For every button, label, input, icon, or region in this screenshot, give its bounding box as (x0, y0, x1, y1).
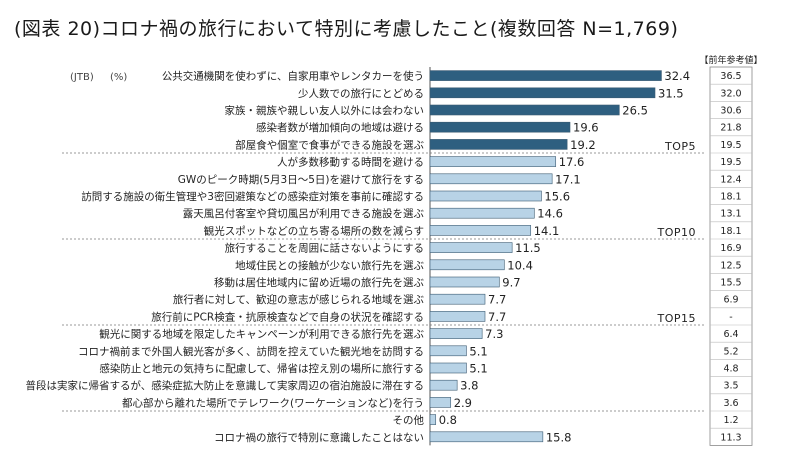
bar (429, 242, 513, 253)
bar (429, 121, 571, 133)
data-label: 0.8 (439, 413, 457, 427)
prev-value: 3.5 (723, 381, 738, 392)
data-label: 15.6 (544, 190, 570, 204)
prev-value: 16.9 (720, 243, 741, 254)
category-label: コロナ禍の旅行で特別に意識したことはない (214, 431, 424, 444)
prev-value: 12.5 (720, 260, 741, 271)
prev-value: 13.1 (720, 209, 741, 220)
prev-value: 12.4 (720, 174, 741, 185)
data-label: 15.8 (546, 430, 572, 444)
bar (429, 345, 467, 357)
category-label: 訪問する施設の衛生管理や3密回避策などの感染症対策を事前に確認する (81, 190, 424, 203)
prev-value: 3.6 (723, 398, 738, 409)
top-marker-label: TOP10 (656, 226, 696, 239)
prev-value: 15.5 (720, 278, 741, 289)
prev-value: 36.5 (720, 71, 741, 82)
category-label: 都心部から離れた場所でテレワーク(ワーケーションなど)を行う (122, 396, 424, 409)
category-label: 旅行前にPCR検査・抗原検査などで自身の状況を確認する (151, 310, 424, 323)
bar (429, 190, 542, 202)
data-label: 5.1 (469, 362, 487, 376)
prev-value: 11.3 (720, 432, 741, 443)
category-label: 公共交通機関を使わずに、自家用車やレンタカーを使う (162, 70, 424, 83)
unit-source-label: (JTB) (70, 72, 94, 83)
category-label: 感染防止と地元の気持ちに配慮して、帰省は控え別の場所に旅行する (99, 362, 424, 375)
category-label: 家族・親族や親しい友人以外には会わない (225, 104, 425, 117)
data-label: 14.6 (537, 207, 563, 221)
bar (429, 207, 535, 219)
data-label: 7.3 (485, 327, 503, 341)
category-label: その他 (393, 414, 425, 427)
data-label: 32.4 (664, 69, 690, 83)
data-label: 2.9 (454, 396, 472, 410)
prev-value: 6.9 (723, 295, 738, 306)
category-label: 部屋食や個室で食事ができる施設を選ぶ (235, 138, 424, 151)
prev-value: 6.4 (723, 329, 738, 340)
bar (429, 259, 505, 271)
bar (429, 311, 486, 322)
chart-title: (図表 20)コロナ禍の旅行において特別に考慮したこと(複数回答 N=1,769… (14, 18, 679, 40)
top-marker-label: TOP15 (656, 312, 696, 325)
category-label: 観光スポットなどの立ち寄る場所の数を減らす (204, 224, 424, 237)
bar (429, 379, 458, 391)
prev-value: 18.1 (720, 226, 741, 237)
data-label: 26.5 (622, 104, 648, 118)
prev-value: 1.2 (723, 415, 738, 426)
bar (429, 397, 452, 408)
data-label: 17.1 (555, 172, 581, 186)
category-label: 観光に関する地域を限定したキャンペーンが利用できる旅行先を選ぶ (99, 328, 424, 341)
category-label: 地域住民との接触が少ない旅行先を選ぶ (235, 259, 424, 272)
bar (429, 173, 553, 185)
data-label: 19.2 (570, 138, 596, 152)
bar (429, 104, 620, 116)
category-label: 移動は居住地域内に留め近場の旅行先を選ぶ (214, 276, 424, 289)
bar (429, 293, 486, 305)
data-label: 11.5 (515, 241, 541, 255)
bar (429, 431, 544, 443)
prev-values-header: 【前年参考値】 (699, 54, 762, 66)
category-label: 普段は実家に帰省するが、感染症拡大防止を意識して実家周辺の宿泊施設に滞在する (26, 379, 424, 392)
data-label: 3.8 (460, 379, 478, 393)
category-label: 旅行者に対して、歓迎の意志が感じられる地域を選ぶ (173, 293, 425, 306)
category-label: 感染者数が増加傾向の地域は避ける (256, 121, 424, 134)
unit-percent-label: (%) (110, 72, 127, 83)
category-label: 旅行することを周囲に話さないようにする (225, 242, 424, 255)
category-label: GWのピーク時期(5月3日～5日)を避けて旅行をする (178, 173, 424, 186)
prev-value: 19.5 (720, 140, 741, 151)
prev-value: 21.8 (720, 123, 741, 134)
prev-value: 5.2 (723, 346, 738, 357)
bar (429, 87, 656, 99)
data-label: 10.4 (507, 258, 533, 272)
data-label: 7.7 (488, 310, 506, 324)
data-label: 9.7 (502, 276, 520, 290)
category-label: コロナ禍前まで外国人観光客が多く、訪問を控えていた観光地を訪問する (78, 345, 424, 358)
prev-value: 18.1 (720, 192, 741, 203)
bar (429, 362, 467, 374)
bar (429, 414, 437, 425)
data-label: 5.1 (469, 344, 487, 358)
category-label: 人が多数移動する時間を避ける (277, 156, 424, 169)
data-label: 14.1 (534, 224, 560, 238)
bar (429, 276, 500, 288)
bar (429, 328, 483, 339)
bar (429, 225, 532, 236)
category-label: 露天風呂付客室や貸切風呂が利用できる施設を選ぶ (183, 207, 425, 220)
prev-value: 30.6 (720, 106, 741, 117)
bar (429, 139, 568, 150)
prev-value: - (729, 312, 732, 323)
data-label: 31.5 (658, 86, 684, 100)
bar (429, 70, 662, 81)
data-label: 17.6 (559, 155, 585, 169)
bar (429, 156, 557, 167)
top-marker-label: TOP5 (664, 140, 696, 153)
prev-value: 32.0 (720, 88, 741, 99)
prev-value: 4.8 (723, 364, 738, 375)
category-label: 少人数での旅行にとどめる (298, 87, 424, 100)
data-label: 19.6 (573, 121, 599, 135)
prev-value: 19.5 (720, 157, 741, 168)
data-label: 7.7 (488, 293, 506, 307)
